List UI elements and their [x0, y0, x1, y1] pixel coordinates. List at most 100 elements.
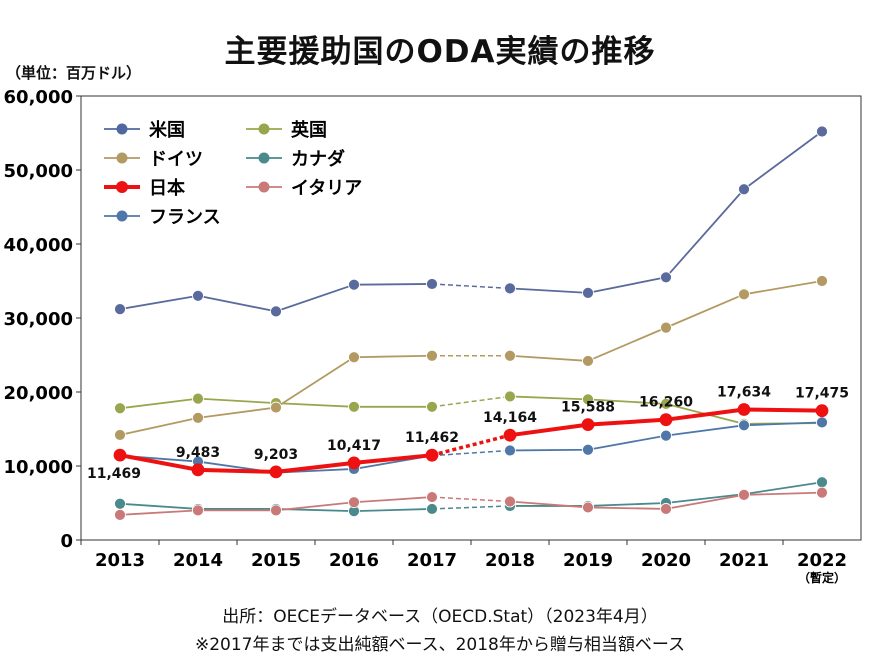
legend-marker — [116, 181, 128, 193]
legend-label: カナダ — [291, 148, 345, 170]
legend-marker — [116, 152, 128, 164]
data-point — [347, 456, 361, 470]
data-label: 9,203 — [254, 447, 298, 463]
y-tick-label: 50,000 — [4, 161, 73, 182]
data-point — [192, 392, 204, 405]
x-tick-sublabel: （暫定） — [798, 570, 846, 585]
x-tick-label: 2016 — [329, 550, 379, 571]
data-point — [504, 282, 516, 295]
data-point — [815, 404, 829, 418]
series-line-dashed — [431, 505, 511, 510]
data-point — [504, 495, 516, 508]
legend-marker — [258, 123, 270, 135]
data-label: 14,164 — [483, 410, 537, 426]
x-tick-label: 2015 — [251, 550, 301, 571]
data-point — [581, 418, 595, 432]
data-label: 9,483 — [176, 445, 220, 461]
series-line — [119, 354, 433, 436]
y-tick-label: 60,000 — [4, 87, 73, 108]
data-point — [348, 496, 360, 509]
data-point — [738, 183, 750, 196]
x-tick-label: 2018 — [485, 550, 535, 571]
data-point — [659, 413, 673, 427]
legend-marker — [258, 181, 270, 193]
data-point — [503, 428, 517, 442]
data-point — [114, 303, 126, 316]
data-point — [426, 400, 438, 413]
legend-marker — [116, 210, 128, 222]
x-tick-label: 2019 — [563, 550, 613, 571]
y-tick-label: 40,000 — [4, 235, 73, 256]
data-point — [270, 401, 282, 414]
legend-marker — [116, 123, 128, 135]
data-point — [348, 400, 360, 413]
data-point — [582, 501, 594, 514]
data-point — [737, 403, 751, 416]
data-point — [738, 419, 750, 432]
series-line — [509, 130, 823, 294]
legend-label: イタリア — [291, 178, 362, 199]
x-tick-label: 2021 — [719, 550, 769, 571]
data-point — [426, 503, 438, 515]
data-point — [192, 504, 204, 517]
x-tick-label: 2013 — [95, 550, 145, 571]
data-point — [816, 125, 828, 138]
data-point — [270, 305, 282, 318]
data-point — [582, 443, 594, 456]
data-point — [660, 271, 672, 284]
legend-label: 米国 — [149, 119, 185, 141]
data-label: 11,462 — [405, 430, 459, 446]
series-line-dashed — [431, 496, 511, 503]
data-point — [114, 497, 126, 510]
basis-note: ※2017年までは支出純額ベース、2018年から贈与相当額ベース — [194, 635, 686, 655]
data-point — [191, 463, 205, 477]
data-point — [738, 288, 750, 301]
legend-label: ドイツ — [149, 149, 203, 170]
data-label: 11,469 — [87, 466, 141, 482]
y-tick-label: 30,000 — [4, 309, 73, 330]
series-line-dashed — [431, 395, 511, 408]
data-point — [192, 411, 204, 424]
data-point — [582, 286, 594, 299]
data-point — [738, 488, 750, 501]
data-point — [426, 349, 438, 362]
data-point — [269, 465, 283, 479]
data-point — [425, 448, 439, 462]
data-label: 17,634 — [717, 385, 771, 401]
x-tick-label: 2022 — [797, 550, 847, 571]
series-line — [509, 280, 823, 362]
data-point — [816, 476, 828, 489]
data-point — [270, 504, 282, 517]
data-point — [114, 402, 126, 415]
data-point — [426, 278, 438, 290]
data-point — [504, 444, 516, 457]
data-point — [816, 275, 828, 287]
y-tick-label: 20,000 — [4, 383, 73, 404]
data-point — [660, 321, 672, 334]
source-note: 出所：OECEデータベース（OECD.Stat）（2023年4月） — [222, 607, 658, 627]
data-point — [114, 508, 126, 521]
x-tick-label: 2017 — [407, 550, 457, 571]
data-point — [348, 278, 360, 291]
legend-label: 日本 — [149, 177, 185, 199]
y-tick-label: 10,000 — [4, 457, 73, 478]
chart-title: 主要援助国のODA実績の推移 — [224, 34, 656, 70]
x-tick-label: 2014 — [173, 550, 223, 571]
line-chart: 0 10,000 20,000 30,000 40,000 50,000 60,000 201… — [4, 87, 862, 585]
data-point — [660, 397, 672, 410]
data-point — [660, 429, 672, 442]
data-point — [113, 448, 127, 462]
data-point — [582, 393, 594, 406]
data-point — [816, 416, 828, 429]
data-point — [816, 486, 828, 499]
x-tick-label: 2020 — [641, 550, 691, 571]
legend-marker — [258, 152, 270, 164]
data-point — [426, 491, 438, 503]
data-point — [114, 429, 126, 441]
data-point — [348, 351, 360, 364]
series-line-dashed — [431, 283, 511, 290]
data-label: 15,588 — [561, 400, 615, 416]
data-label: 17,475 — [795, 386, 849, 402]
data-label: 16,260 — [639, 395, 693, 411]
data-point — [582, 355, 594, 367]
